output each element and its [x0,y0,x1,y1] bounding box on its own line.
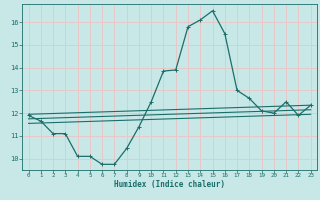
X-axis label: Humidex (Indice chaleur): Humidex (Indice chaleur) [114,180,225,189]
